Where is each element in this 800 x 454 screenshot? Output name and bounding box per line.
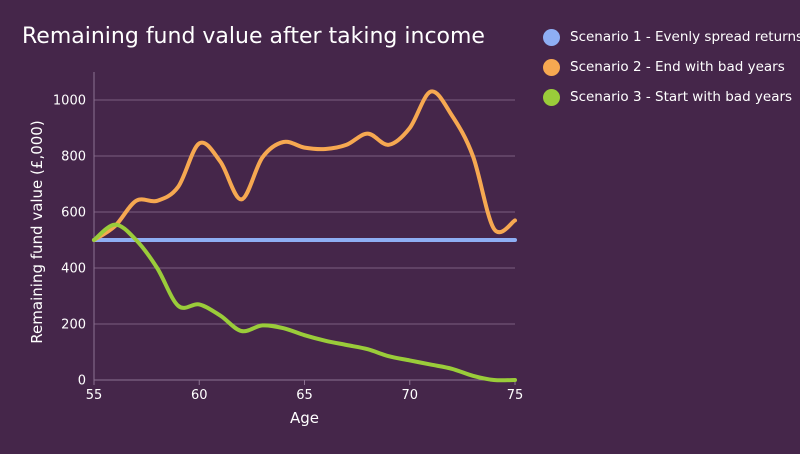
x-tick-label: 70	[401, 388, 418, 403]
gridlines	[94, 99, 515, 325]
series-line-3	[92, 222, 517, 383]
x-tick-label: 55	[86, 388, 103, 403]
chart-title: Remaining fund value after taking income	[22, 24, 485, 49]
x-axis-title: Age	[290, 409, 319, 427]
y-tick-label: 200	[61, 318, 86, 333]
legend-label: Scenario 3 - Start with bad years	[570, 89, 793, 105]
legend-item: Scenario 1 - Evenly spread returns	[543, 22, 800, 52]
legend-swatch	[543, 58, 560, 76]
legend-item: Scenario 3 - Start with bad years	[543, 82, 800, 112]
y-axis-title: Remaining fund value (£,000)	[28, 120, 46, 343]
y-tick-label: 400	[61, 262, 86, 277]
y-tick-label: 800	[61, 150, 86, 165]
legend-label: Scenario 1 - Evenly spread returns	[570, 29, 800, 45]
legend: Scenario 1 - Evenly spread returns Scenar…	[543, 22, 800, 112]
x-tick-label: 65	[296, 388, 313, 403]
legend-swatch	[543, 88, 560, 106]
y-tick-label: 600	[61, 206, 86, 221]
x-tick-label: 60	[191, 388, 208, 403]
y-tick-label: 1000	[53, 94, 86, 109]
axes	[93, 72, 516, 385]
series-line-2	[92, 89, 517, 242]
series-lines	[92, 89, 517, 383]
legend-label: Scenario 2 - End with bad years	[570, 59, 785, 75]
tick-labels: 0 200 400 600 800 1000 55 60 65 70 75	[53, 94, 523, 404]
y-tick-label: 0	[78, 374, 86, 389]
legend-swatch	[543, 28, 560, 46]
legend-item: Scenario 2 - End with bad years	[543, 52, 800, 82]
x-tick-label: 75	[507, 388, 524, 403]
